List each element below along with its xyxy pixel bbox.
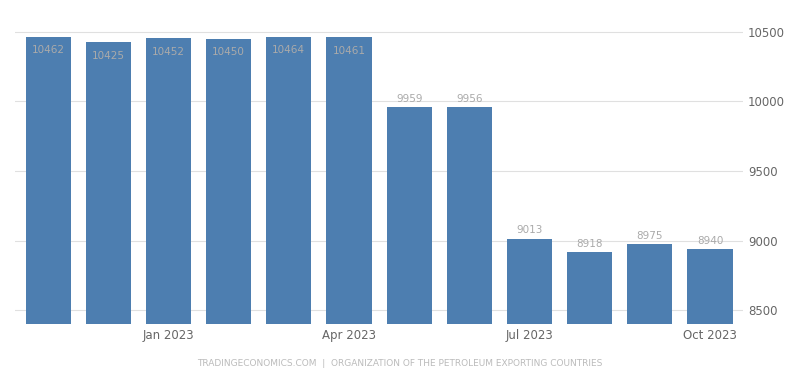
Bar	[266, 37, 311, 324]
Bar	[86, 42, 131, 324]
Bar	[326, 37, 371, 324]
Text: 10462: 10462	[31, 45, 65, 55]
Text: 8940: 8940	[697, 235, 723, 246]
Text: 9959: 9959	[396, 94, 422, 103]
Text: 10464: 10464	[272, 45, 306, 55]
Text: 8918: 8918	[577, 238, 603, 248]
Text: 9956: 9956	[456, 94, 482, 104]
Bar	[687, 249, 733, 324]
Text: 10452: 10452	[152, 47, 185, 57]
Bar	[567, 252, 612, 324]
Text: 9013: 9013	[516, 225, 542, 235]
Bar	[627, 244, 673, 324]
Bar	[386, 107, 432, 324]
Bar	[26, 37, 70, 324]
Bar	[146, 38, 191, 324]
Bar	[206, 39, 251, 324]
Text: 8975: 8975	[637, 231, 663, 241]
Bar	[446, 108, 492, 324]
Text: 10461: 10461	[333, 45, 366, 55]
Text: 10425: 10425	[92, 51, 125, 61]
Text: TRADINGECONOMICS.COM  |  ORGANIZATION OF THE PETROLEUM EXPORTING COUNTRIES: TRADINGECONOMICS.COM | ORGANIZATION OF T…	[198, 359, 602, 368]
Bar	[507, 239, 552, 324]
Text: 10450: 10450	[212, 47, 245, 57]
